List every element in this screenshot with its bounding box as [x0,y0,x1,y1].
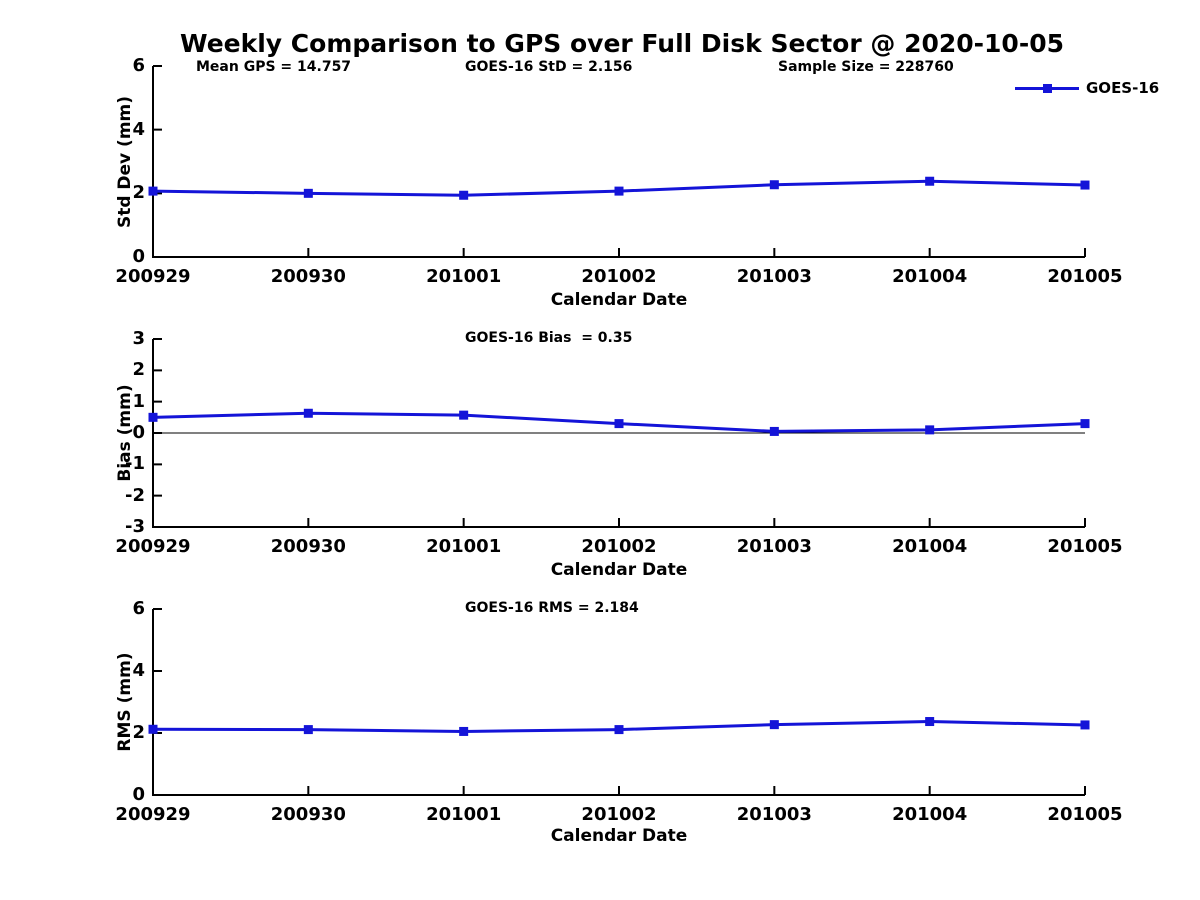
data-point-marker [148,724,158,734]
y-tick-label: 4 [132,118,145,140]
x-tick-label: 201002 [581,536,657,557]
data-point-marker [769,720,779,730]
data-point-marker [459,190,469,200]
data-point-marker [1080,180,1090,190]
data-point-marker [459,726,469,736]
x-tick-label: 201001 [426,266,502,287]
x-tick-label: 201002 [581,804,657,825]
data-point-marker [303,725,313,735]
y-tick-label: 2 [132,359,145,381]
data-point-marker [148,186,158,196]
y-tick-label: -2 [125,484,145,506]
data-point-marker [925,717,935,727]
x-tick-label: 201004 [892,536,968,557]
x-tick-label: 200930 [270,536,346,557]
data-point-marker [614,186,624,196]
x-tick-label: 200930 [270,804,346,825]
y-tick-label: 0 [132,246,145,267]
y-tick-label: 3 [132,328,145,349]
y-tick-label: 6 [132,55,145,76]
x-tick-label: 201005 [1047,804,1123,825]
x-axis-label-3: Calendar Date [550,826,688,846]
data-point-marker [303,408,313,418]
annotation-mean-gps: Mean GPS = 14.757 [196,59,352,75]
y-tick-label: -1 [125,453,145,475]
data-point-marker [925,425,935,435]
x-tick-label: 201004 [892,266,968,287]
plot-area-1 [148,65,1090,258]
axis [152,608,1086,796]
y-tick-label: 1 [132,390,145,412]
x-tick-label: 200929 [115,804,191,825]
x-tick-label: 201005 [1047,266,1123,287]
x-tick-label: 201003 [736,536,812,557]
x-tick-label: 200929 [115,266,191,287]
chart-title: Weekly Comparison to GPS over Full Disk … [180,29,1064,58]
data-point-marker [1080,720,1090,730]
x-tick-label: 201002 [581,266,657,287]
legend-square-marker-icon [1043,84,1052,93]
legend-label: GOES-16 [1086,79,1160,97]
annotation-goes16-rms: GOES-16 RMS = 2.184 [465,600,639,616]
data-point-marker [1080,419,1090,429]
x-tick-label: 200930 [270,266,346,287]
y-tick-label: 0 [132,784,145,805]
annotation-sample-size: Sample Size = 228760 [778,59,954,75]
x-tick-label: 200929 [115,536,191,557]
y-tick-label: -3 [125,516,145,537]
plot-area-3 [148,608,1090,796]
x-axis-label-1: Calendar Date [550,290,688,310]
x-axis-label-2: Calendar Date [550,560,688,580]
data-point-marker [303,188,313,198]
y-tick-label: 2 [132,722,145,743]
x-tick-label: 201003 [736,266,812,287]
annotation-goes16-std: GOES-16 StD = 2.156 [465,59,633,75]
x-tick-label: 201004 [892,804,968,825]
x-tick-label: 201005 [1047,536,1123,557]
data-point-marker [148,412,158,422]
x-tick-label: 201001 [426,536,502,557]
y-axis-label-stddev: Std Dev (mm) [115,95,135,229]
data-point-marker [614,725,624,735]
y-tick-label: 4 [132,660,145,681]
y-tick-label: 2 [132,182,145,204]
legend: GOES-16 [1015,79,1159,97]
plot-area-2 [148,338,1090,528]
annotation-goes16-bias: GOES-16 Bias = 0.35 [465,330,633,346]
data-point-marker [614,419,624,429]
data-point-marker [769,180,779,190]
axis [152,65,1086,258]
data-point-marker [459,410,469,420]
x-tick-label: 201003 [736,804,812,825]
axis [152,338,1086,528]
y-tick-label: 6 [132,598,145,619]
y-tick-label: 0 [132,422,145,443]
data-point-marker [925,176,935,186]
x-tick-label: 201001 [426,804,502,825]
data-point-marker [769,426,779,436]
